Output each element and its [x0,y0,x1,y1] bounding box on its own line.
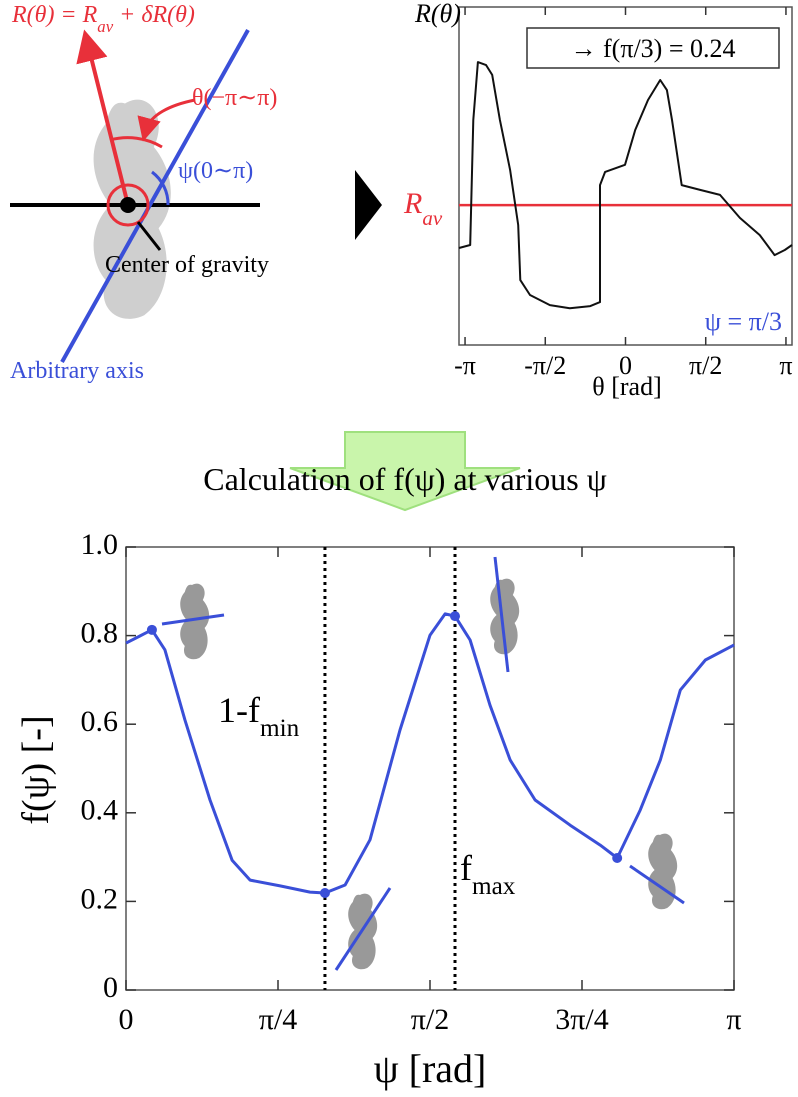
x-tick-label: π/2 [689,351,722,380]
y-tick-label: 0.6 [81,705,119,738]
plot-frame [125,546,735,991]
psi-range: ψ(0∼π) [178,158,253,184]
y-tick-label: 0.2 [81,882,119,915]
down-arrow [289,431,521,512]
v-line-label: 1-fmin [218,690,300,742]
marker-point [146,624,157,635]
thumbnail-axis [493,556,510,673]
center-dot [120,197,136,213]
y-tick-label: 0.4 [81,794,119,827]
flow-label: Calculation of f(ψ) at various ψ [203,461,607,497]
x-tick-label: π/2 [411,1003,449,1036]
x-tick-label: 3π/4 [555,1003,608,1036]
psi-label: ψ = π/3 [705,307,782,336]
data-line [458,61,793,310]
thumbnail-axis [161,613,225,626]
x-tick-label: π/4 [259,1003,297,1036]
psi-arc [151,170,170,206]
equation-part: + δR(θ) [113,2,195,28]
v-line-label-part: max [472,873,516,900]
equation-part: R(θ) = R [11,2,98,28]
thumbnail-axis [629,864,685,905]
arbitrary-axis [60,29,250,363]
flow-arrow [355,170,382,240]
data-line [125,612,735,895]
marker-point [450,611,461,622]
y-tick-label: 0.8 [81,616,119,649]
angle-circle [106,183,150,227]
x-axis-label: ψ [rad] [374,1046,487,1091]
x-tick-label: -π/2 [524,351,566,380]
theta-pointer [137,98,196,142]
marker-point [319,887,330,898]
x-tick-label: -π [454,351,476,380]
theta-arc [109,136,163,149]
thumbnail-axis [334,887,392,971]
theta-range: θ(−π∼π) [192,85,277,111]
annotation-box [526,27,780,69]
radius-arrow [76,29,130,206]
y-tick-label: 1.0 [81,528,119,561]
y-axis-label: R(θ) [414,0,461,28]
reference-label-part: R [403,187,422,220]
y-axis-label: f(ψ) [-] [15,715,57,824]
v-line-label-part: min [260,715,300,742]
center-pointer [136,221,162,251]
equation-part: av [97,17,113,36]
center-label: Center of gravity [105,252,269,278]
equation: R(θ) = Rav + δR(θ) [11,2,195,36]
x-tick-label: π [779,351,792,380]
annotation: → f(π/3) = 0.24 [571,34,736,63]
v-line-label-part: f [460,848,472,888]
x-tick-label: 0 [619,351,632,380]
thumbnail [648,833,678,910]
y-tick-label: 0 [103,971,118,1004]
v-line-label: fmax [460,848,516,900]
particle-diagram: R(θ) = Rav + δR(θ) θ(−π∼π) ψ(0∼π) Center… [10,2,277,384]
axis-label: Arbitrary axis [10,358,144,384]
x-axis-label: θ [rad] [592,372,661,401]
reference-label-part: av [422,206,443,230]
thumbnails [161,556,685,971]
v-line-label-part: 1-f [218,690,260,730]
x-tick-label: 0 [119,1003,134,1036]
reference-label: Rav [403,187,443,230]
marker-point [612,852,623,863]
x-tick-label: π [726,1003,741,1036]
